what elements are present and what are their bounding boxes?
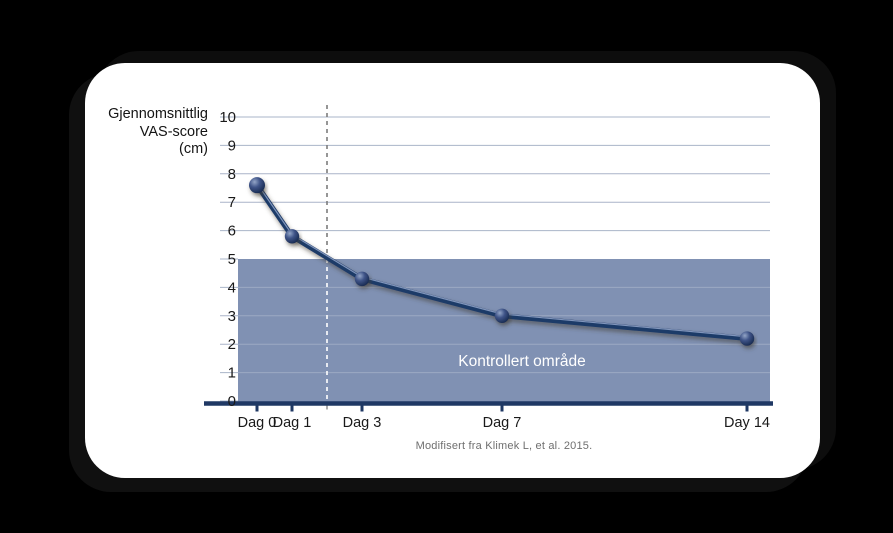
y-axis-title-line3: (cm) bbox=[179, 141, 208, 157]
y-tick-label: 4 bbox=[228, 279, 236, 296]
y-tick-label: 8 bbox=[228, 166, 236, 183]
shaded-region-label: Kontrollert område bbox=[458, 353, 586, 370]
data-point bbox=[739, 331, 755, 346]
y-tick-label: 9 bbox=[228, 137, 236, 154]
y-tick-label: 6 bbox=[228, 223, 236, 240]
y-tick-label: 3 bbox=[228, 308, 236, 325]
data-point bbox=[284, 229, 300, 244]
y-axis-title-line2: VAS-score bbox=[139, 123, 208, 140]
y-tick-label: 10 bbox=[219, 109, 236, 126]
y-tick-label: 1 bbox=[228, 365, 236, 382]
data-point bbox=[354, 271, 370, 287]
source-caption: Modifisert fra Klimek L, et al. 2015. bbox=[415, 440, 593, 452]
y-tick-label: 2 bbox=[228, 336, 236, 353]
x-tick-label: Dag 3 bbox=[343, 415, 382, 431]
y-axis-title: Gjennomsnittlig VAS-score (cm) bbox=[85, 106, 208, 159]
x-tick-label: Dag 1 bbox=[273, 415, 312, 431]
x-tick-label: Dag 0 bbox=[238, 415, 277, 431]
data-point bbox=[249, 177, 265, 194]
x-tick-label: Day 14 bbox=[724, 415, 770, 431]
data-point bbox=[494, 308, 510, 323]
y-tick-label: 0 bbox=[228, 393, 236, 410]
y-tick-label: 5 bbox=[228, 251, 236, 268]
y-tick-label: 7 bbox=[228, 194, 236, 211]
x-tick-label: Dag 7 bbox=[483, 415, 522, 431]
y-axis-title-line1: Gjennomsnittlig bbox=[108, 106, 208, 122]
